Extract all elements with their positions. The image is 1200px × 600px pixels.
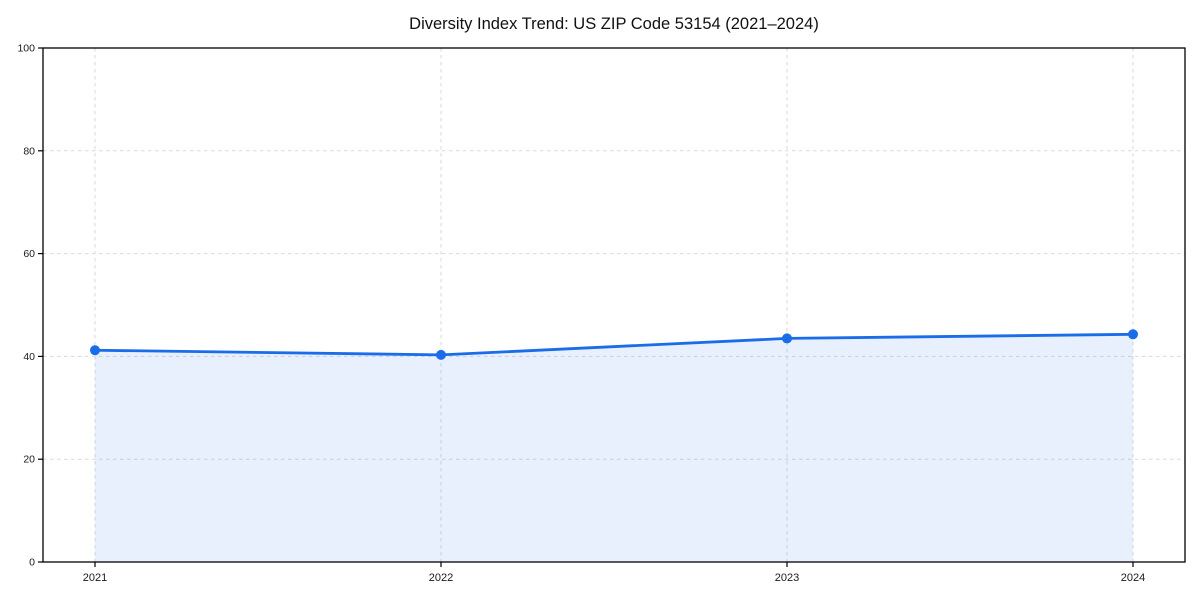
y-tick-label: 60 [23, 248, 35, 260]
plot-border [42, 47, 1186, 563]
trend-line [93, 332, 1135, 357]
data-point-marker [1128, 329, 1138, 340]
data-point-marker [782, 333, 792, 344]
y-tick-label: 20 [23, 454, 35, 466]
y-tick-label: 40 [23, 351, 35, 363]
data-point-marker [436, 349, 446, 360]
chart-title: Diversity Index Trend: US ZIP Code 53154… [409, 15, 819, 33]
data-point-marker [90, 345, 100, 356]
y-tick-label: 80 [23, 145, 35, 157]
x-tick-label: 2022 [429, 572, 453, 584]
x-tick-label: 2024 [1121, 572, 1145, 584]
area-fill [95, 334, 1133, 562]
x-tick-label: 2023 [775, 572, 799, 584]
y-tick-label: 100 [17, 43, 35, 55]
x-tick-label: 2021 [83, 572, 107, 584]
y-tick-label: 0 [29, 557, 35, 569]
